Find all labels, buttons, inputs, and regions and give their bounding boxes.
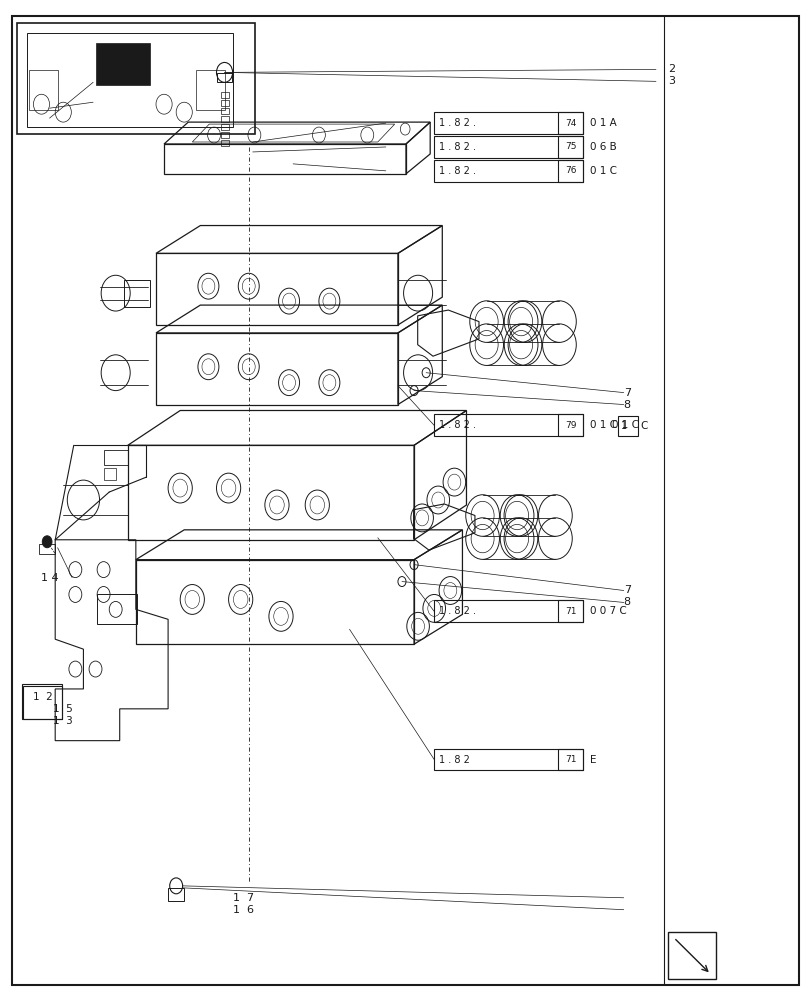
Text: 75: 75 xyxy=(564,142,576,151)
Bar xyxy=(29,70,58,110)
Text: 0 1 C: 0 1 C xyxy=(589,420,616,430)
Text: 0 1 A: 0 1 A xyxy=(589,118,616,128)
Text: 1 . 8 2 .: 1 . 8 2 . xyxy=(439,420,478,430)
Bar xyxy=(23,686,62,719)
Bar xyxy=(168,888,184,901)
Bar xyxy=(97,594,137,624)
Text: 2: 2 xyxy=(667,64,675,74)
Bar xyxy=(221,124,229,130)
Text: 0 0 7 C: 0 0 7 C xyxy=(589,606,626,616)
Bar xyxy=(196,70,225,110)
Bar xyxy=(221,100,229,106)
Text: 79: 79 xyxy=(564,421,576,430)
Text: 0 1 C: 0 1 C xyxy=(611,420,638,430)
Text: 71: 71 xyxy=(564,607,576,616)
Text: 3: 3 xyxy=(667,76,674,86)
Bar xyxy=(96,43,150,85)
Bar xyxy=(221,108,229,114)
Text: 7: 7 xyxy=(623,585,630,595)
Bar xyxy=(434,600,582,622)
Bar xyxy=(557,112,582,134)
Text: 1  6: 1 6 xyxy=(232,905,253,915)
Text: C: C xyxy=(640,421,647,431)
Bar xyxy=(221,140,229,146)
Bar xyxy=(617,416,637,436)
Bar xyxy=(104,468,115,480)
Bar xyxy=(434,160,582,182)
Text: 8: 8 xyxy=(623,400,630,410)
Bar xyxy=(667,932,715,979)
Text: 8: 8 xyxy=(623,597,630,607)
Bar xyxy=(39,544,55,554)
Bar xyxy=(557,600,582,622)
Bar xyxy=(557,749,582,770)
Text: 71: 71 xyxy=(564,755,576,764)
Bar xyxy=(434,136,582,158)
Text: 1 . 8 2: 1 . 8 2 xyxy=(439,755,475,765)
Bar xyxy=(434,749,582,770)
Text: 1  7: 1 7 xyxy=(232,893,253,903)
Text: 1  3: 1 3 xyxy=(53,716,72,726)
Circle shape xyxy=(42,536,52,548)
Text: 76: 76 xyxy=(564,166,576,175)
Bar xyxy=(104,450,127,465)
Text: 1  2: 1 2 xyxy=(33,692,53,702)
Text: 1 . 8 2 .: 1 . 8 2 . xyxy=(439,142,478,152)
Bar xyxy=(17,23,255,134)
Text: 1 4: 1 4 xyxy=(41,573,59,583)
Bar xyxy=(221,132,229,138)
Text: E: E xyxy=(589,755,595,765)
Bar xyxy=(434,414,582,436)
Text: 1 . 8 2 .: 1 . 8 2 . xyxy=(439,606,478,616)
Bar xyxy=(557,160,582,182)
Bar xyxy=(217,73,231,82)
Bar xyxy=(434,112,582,134)
Bar xyxy=(27,33,232,127)
Bar xyxy=(22,684,62,719)
Bar xyxy=(557,136,582,158)
Text: 1 . 8 2 .: 1 . 8 2 . xyxy=(439,166,478,176)
Text: 0 6 B: 0 6 B xyxy=(589,142,616,152)
Text: 1 . 8 2 .: 1 . 8 2 . xyxy=(439,118,478,128)
Text: 74: 74 xyxy=(564,119,576,128)
Text: 1  5: 1 5 xyxy=(53,704,72,714)
Text: 1: 1 xyxy=(620,421,627,431)
Text: 7: 7 xyxy=(623,388,630,398)
Text: 0 1 C: 0 1 C xyxy=(589,166,616,176)
Bar xyxy=(221,92,229,98)
Bar xyxy=(221,116,229,122)
Bar xyxy=(557,414,582,436)
